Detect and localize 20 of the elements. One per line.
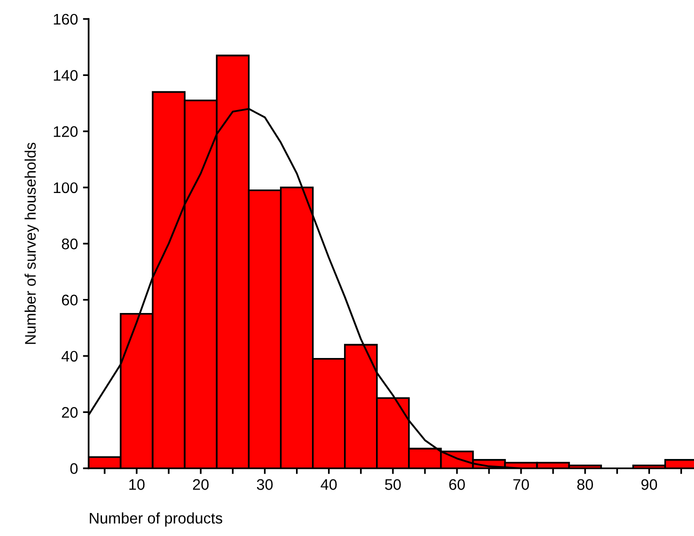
x-tick-label: 10 (129, 479, 145, 490)
x-tick-label: 90 (641, 479, 658, 490)
x-axis-title: Number of products (90, 512, 222, 527)
y-tick-label: 120 (54, 126, 78, 137)
y-tick-label: 100 (54, 182, 78, 194)
y-axis-title: Number of survey households (24, 142, 39, 344)
x-tick-label: 70 (513, 479, 529, 490)
x-tick-label: 80 (577, 479, 593, 490)
y-tick-label: 40 (62, 350, 78, 362)
y-tick-label: 80 (62, 238, 78, 250)
y-tick-label: 0 (70, 463, 78, 474)
x-tick-label: 50 (385, 479, 401, 490)
x-tick-label: 60 (449, 479, 465, 490)
x-tick-label: 20 (193, 479, 209, 490)
y-tick-label: 140 (54, 70, 78, 81)
y-tick-label: 20 (62, 407, 78, 418)
y-tick-label: 60 (62, 294, 78, 306)
x-tick-label: 30 (256, 479, 273, 490)
y-tick-label: 160 (54, 14, 78, 25)
x-tick-label: 40 (320, 479, 337, 490)
